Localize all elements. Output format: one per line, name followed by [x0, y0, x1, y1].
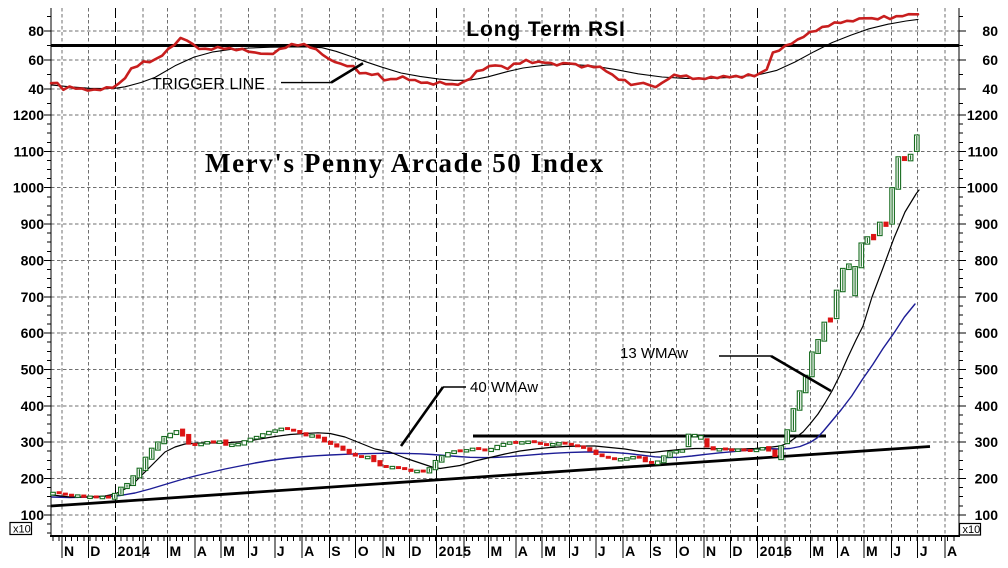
svg-text:J: J [571, 543, 579, 559]
svg-text:1100: 1100 [14, 143, 45, 159]
svg-text:O: O [679, 543, 690, 559]
svg-text:1200: 1200 [967, 107, 998, 123]
svg-text:1000: 1000 [13, 180, 44, 196]
svg-text:500: 500 [21, 361, 45, 377]
svg-text:A: A [947, 543, 958, 559]
svg-text:400: 400 [21, 398, 45, 414]
svg-text:100: 100 [21, 507, 45, 523]
svg-text:100: 100 [975, 507, 999, 523]
svg-text:2014: 2014 [118, 543, 151, 559]
svg-text:80: 80 [28, 23, 44, 39]
svg-text:x10: x10 [13, 524, 31, 536]
svg-text:40: 40 [982, 81, 998, 97]
svg-text:900: 900 [21, 216, 45, 232]
svg-text:A: A [625, 543, 636, 559]
svg-text:1000: 1000 [967, 180, 998, 196]
svg-text:J: J [920, 543, 928, 559]
svg-text:400: 400 [975, 398, 999, 414]
svg-text:TRIGGER LINE: TRIGGER LINE [152, 76, 265, 93]
svg-text:1200: 1200 [13, 107, 44, 123]
svg-text:Merv's Penny Arcade 50 Index: Merv's Penny Arcade 50 Index [205, 148, 605, 178]
svg-text:600: 600 [975, 325, 999, 341]
svg-text:2015: 2015 [439, 543, 472, 559]
svg-text:N: N [385, 543, 396, 559]
svg-text:M: M [812, 543, 824, 559]
svg-text:S: S [331, 543, 341, 559]
svg-text:J: J [598, 543, 606, 559]
svg-text:M: M [544, 543, 556, 559]
svg-text:A: A [840, 543, 851, 559]
svg-text:O: O [358, 543, 369, 559]
svg-text:800: 800 [975, 252, 999, 268]
svg-text:S: S [652, 543, 662, 559]
svg-text:M: M [866, 543, 878, 559]
svg-text:J: J [250, 543, 258, 559]
svg-text:200: 200 [21, 471, 45, 487]
svg-text:M: M [223, 543, 235, 559]
svg-text:1100: 1100 [968, 143, 999, 159]
svg-text:60: 60 [982, 52, 998, 68]
svg-text:A: A [518, 543, 529, 559]
svg-text:700: 700 [21, 289, 45, 305]
svg-text:Long Term RSI: Long Term RSI [466, 18, 625, 41]
svg-text:N: N [64, 543, 75, 559]
svg-text:700: 700 [975, 289, 999, 305]
svg-text:x10: x10 [963, 524, 981, 536]
svg-text:300: 300 [21, 434, 45, 450]
svg-text:40: 40 [28, 81, 44, 97]
svg-text:M: M [491, 543, 503, 559]
svg-text:60: 60 [28, 52, 44, 68]
svg-text:M: M [170, 543, 182, 559]
svg-text:J: J [277, 543, 285, 559]
svg-text:40 WMAw: 40 WMAw [470, 379, 538, 396]
svg-text:200: 200 [975, 471, 999, 487]
svg-text:300: 300 [975, 434, 999, 450]
svg-text:D: D [732, 543, 743, 559]
svg-text:A: A [197, 543, 208, 559]
svg-text:N: N [706, 543, 717, 559]
svg-text:500: 500 [975, 361, 999, 377]
svg-text:80: 80 [982, 23, 998, 39]
svg-text:D: D [411, 543, 422, 559]
svg-text:J: J [893, 543, 901, 559]
svg-text:13 WMAw: 13 WMAw [620, 345, 688, 362]
svg-text:D: D [90, 543, 101, 559]
svg-text:800: 800 [21, 252, 45, 268]
svg-text:600: 600 [21, 325, 45, 341]
svg-text:A: A [304, 543, 315, 559]
svg-text:2016: 2016 [760, 543, 793, 559]
svg-text:900: 900 [975, 216, 999, 232]
